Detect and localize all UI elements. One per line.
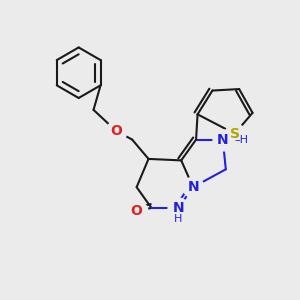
Text: N: N: [187, 180, 199, 194]
Text: N: N: [172, 201, 184, 215]
Text: N: N: [217, 133, 229, 147]
Text: –H: –H: [234, 135, 248, 145]
Text: O: O: [110, 124, 122, 138]
Text: O: O: [131, 204, 142, 218]
Text: S: S: [230, 127, 240, 141]
Text: H: H: [174, 214, 182, 224]
